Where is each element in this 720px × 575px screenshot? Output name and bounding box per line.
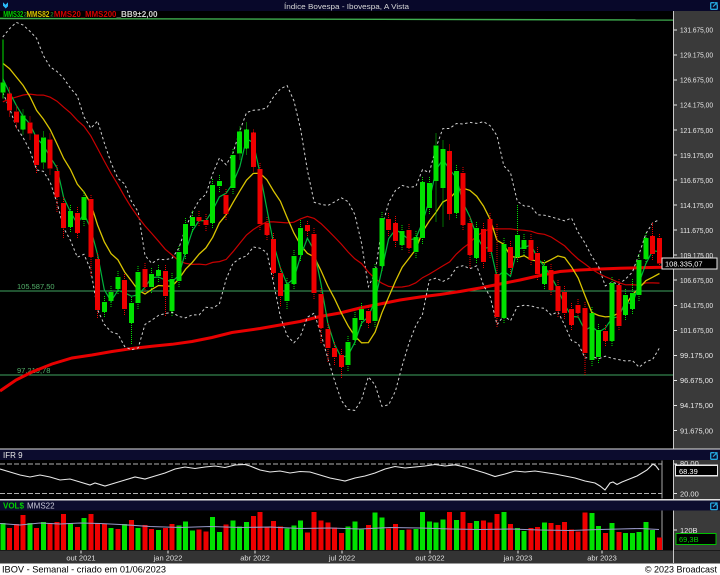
svg-text:120B: 120B [680, 526, 698, 535]
svg-text:129.175,00: 129.175,00 [680, 51, 713, 60]
svg-text:jan 2022: jan 2022 [153, 554, 183, 563]
svg-text:124.175,00: 124.175,00 [680, 101, 713, 110]
svg-text:80.00: 80.00 [680, 459, 699, 468]
svg-text:121.675,00: 121.675,00 [680, 126, 713, 135]
svg-text:abr 2022: abr 2022 [240, 554, 270, 563]
svg-text:_MMS32: _MMS32 [0, 10, 24, 19]
svg-text:108.335,07: 108.335,07 [665, 260, 703, 269]
svg-text:Índice Bovespa - Ibovespa, A V: Índice Bovespa - Ibovespa, A Vista [284, 2, 410, 11]
svg-text:© 2023 Broadcast: © 2023 Broadcast [645, 565, 718, 575]
svg-text:IFR 9: IFR 9 [3, 451, 23, 460]
svg-text:104.175,00: 104.175,00 [680, 301, 713, 310]
svg-text:20.00: 20.00 [680, 489, 699, 498]
svg-text:114.175,00: 114.175,00 [680, 201, 713, 210]
svg-text:MMS82: MMS82 [27, 10, 50, 19]
svg-text:111.675,00: 111.675,00 [680, 226, 713, 235]
svg-text:MMS20_MMS200: MMS20_MMS200 [54, 10, 117, 19]
svg-text:96.675,00: 96.675,00 [680, 376, 713, 385]
svg-text:109.175,00: 109.175,00 [680, 251, 713, 260]
svg-text:131.675,00: 131.675,00 [680, 26, 713, 35]
svg-text:126.675,00: 126.675,00 [680, 76, 713, 85]
svg-text:IBOV - Semanal - criado em 01/: IBOV - Semanal - criado em 01/06/2023 [2, 565, 166, 575]
svg-text:2: 2 [50, 13, 54, 19]
svg-text:99.175,00: 99.175,00 [680, 351, 713, 360]
svg-text:MMS22: MMS22 [27, 502, 55, 511]
svg-text:94.175,00: 94.175,00 [680, 401, 713, 410]
svg-text:out 2021: out 2021 [66, 554, 95, 563]
svg-text:105.587,50: 105.587,50 [17, 282, 55, 291]
svg-text:116.675,00: 116.675,00 [680, 176, 713, 185]
svg-text:abr 2023: abr 2023 [587, 554, 617, 563]
svg-text:jul 2022: jul 2022 [328, 554, 355, 563]
svg-text:2: 2 [24, 13, 28, 19]
svg-text:91.675,00: 91.675,00 [680, 426, 713, 435]
svg-text:jan 2023: jan 2023 [503, 554, 533, 563]
svg-text:101.675,00: 101.675,00 [680, 326, 713, 335]
svg-text:106.675,00: 106.675,00 [680, 276, 713, 285]
svg-text:_BB9±2,00: _BB9±2,00 [115, 10, 158, 19]
svg-text:VOL$: VOL$ [3, 502, 24, 511]
svg-text:out 2022: out 2022 [415, 554, 444, 563]
svg-text:68.39: 68.39 [679, 467, 698, 476]
svg-text:119.175,00: 119.175,00 [680, 151, 713, 160]
svg-text:69,3B: 69,3B [679, 535, 699, 544]
